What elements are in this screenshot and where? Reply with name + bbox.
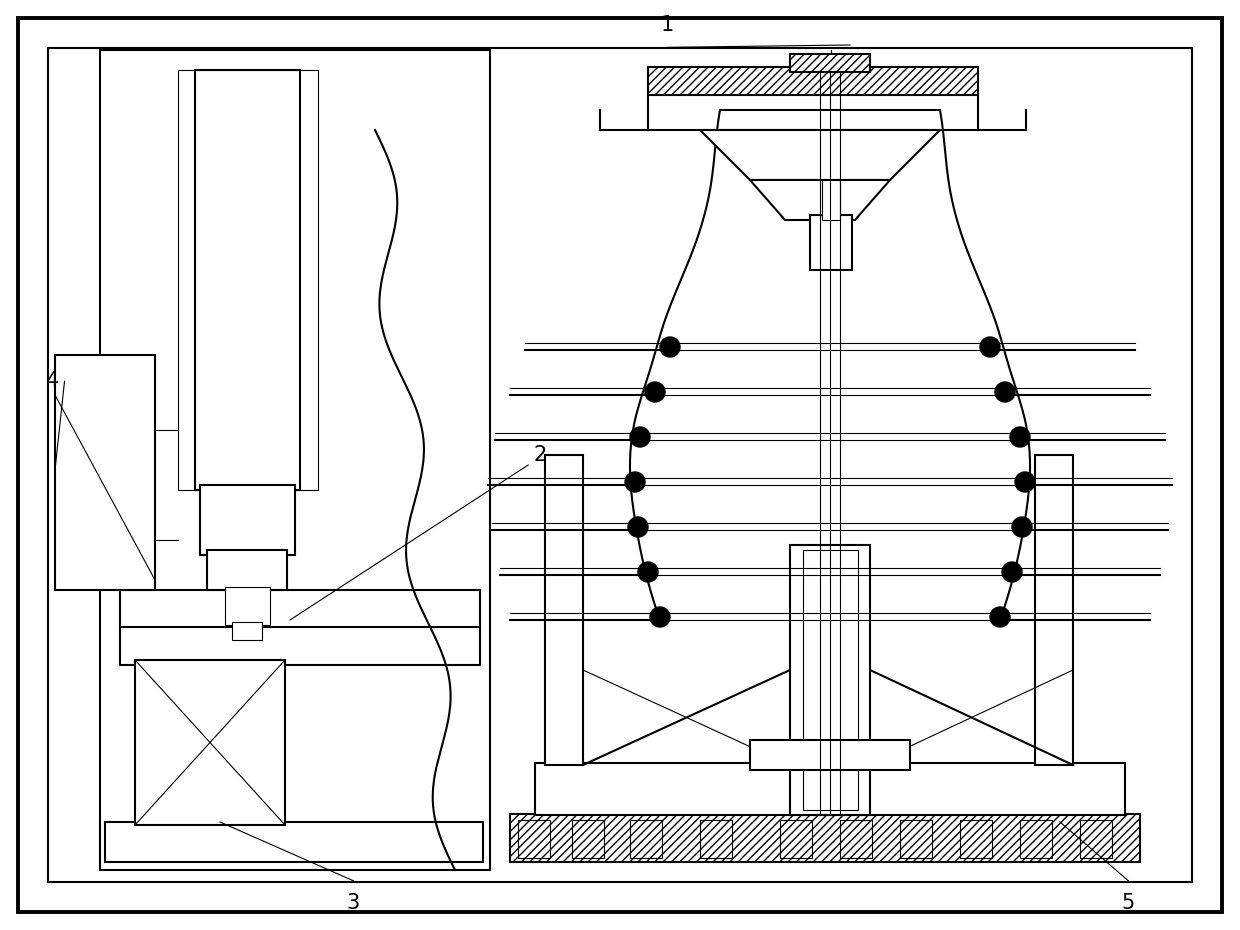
Circle shape — [980, 337, 999, 357]
Circle shape — [994, 382, 1016, 402]
Bar — [804, 550, 858, 810]
Bar — [55, 355, 155, 590]
Bar — [534, 763, 1125, 815]
Bar — [120, 590, 480, 630]
Polygon shape — [701, 130, 940, 180]
Bar — [750, 740, 910, 770]
Bar — [810, 215, 852, 270]
Text: 5: 5 — [1122, 893, 1135, 913]
Circle shape — [630, 427, 650, 447]
Polygon shape — [750, 180, 890, 220]
Bar — [518, 820, 551, 858]
Bar — [630, 820, 662, 858]
Bar — [120, 627, 480, 665]
Circle shape — [1002, 562, 1022, 582]
Bar — [179, 70, 317, 490]
Circle shape — [639, 562, 658, 582]
Bar — [839, 820, 872, 858]
Bar — [960, 820, 992, 858]
Circle shape — [645, 382, 665, 402]
Bar — [1080, 820, 1112, 858]
Text: 4: 4 — [46, 371, 60, 392]
Bar — [900, 820, 932, 858]
Bar — [790, 54, 870, 72]
Bar — [701, 820, 732, 858]
Bar — [790, 545, 870, 815]
Bar — [200, 485, 295, 555]
Bar — [232, 622, 262, 640]
Bar — [572, 820, 604, 858]
Bar — [825, 65, 839, 72]
Circle shape — [660, 337, 680, 357]
Circle shape — [1012, 517, 1032, 537]
Bar — [1021, 820, 1052, 858]
Bar — [207, 550, 286, 590]
Circle shape — [627, 517, 649, 537]
Text: 2: 2 — [533, 445, 547, 465]
Text: 1: 1 — [661, 15, 673, 35]
Circle shape — [990, 607, 1011, 627]
Circle shape — [650, 607, 670, 627]
Bar — [510, 814, 1140, 862]
Bar — [100, 50, 490, 870]
Bar — [1035, 455, 1073, 765]
Bar — [649, 67, 978, 95]
Text: 3: 3 — [347, 893, 360, 913]
Circle shape — [1016, 472, 1035, 492]
Circle shape — [1011, 427, 1030, 447]
Bar — [105, 822, 484, 862]
Bar — [135, 660, 285, 825]
Bar — [822, 180, 839, 220]
Bar — [224, 587, 270, 625]
Bar — [780, 820, 812, 858]
Bar — [48, 48, 1192, 882]
Circle shape — [625, 472, 645, 492]
Bar — [195, 70, 300, 490]
Bar — [546, 455, 583, 765]
